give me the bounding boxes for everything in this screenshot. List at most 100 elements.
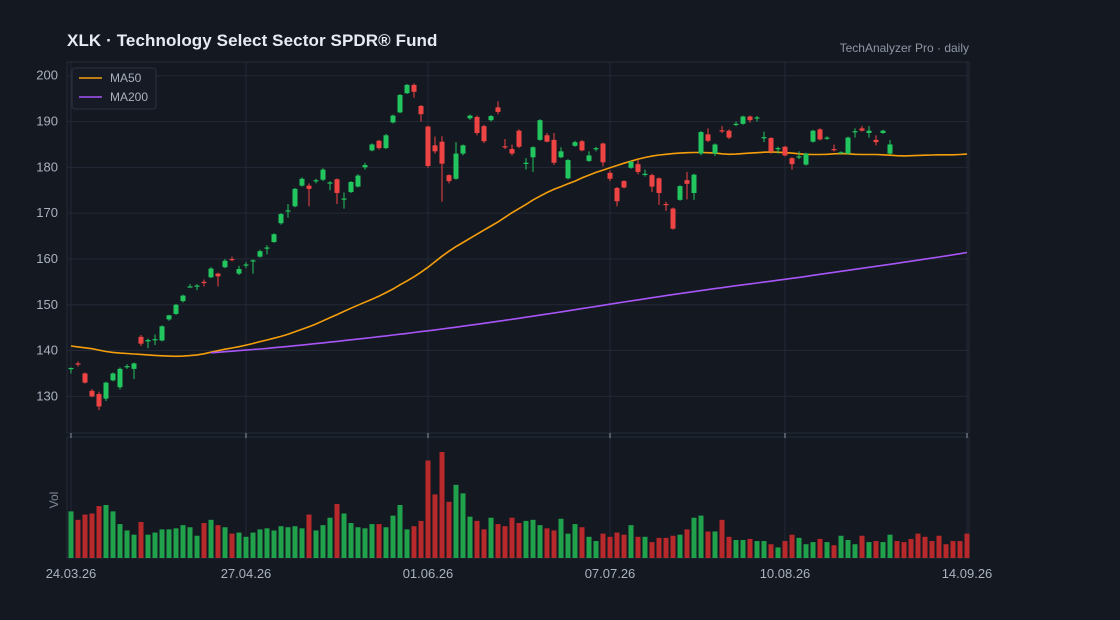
volume-bar (747, 538, 753, 558)
candle-body (460, 145, 466, 154)
volume-bar (89, 513, 95, 558)
volume-bar (481, 529, 487, 558)
volume-bar (82, 514, 88, 558)
volume-bar (117, 524, 123, 558)
candle (719, 126, 725, 133)
volume-bar (362, 528, 368, 558)
candle-body (348, 182, 354, 193)
candle (712, 143, 718, 156)
volume-bar (201, 523, 207, 558)
candle (82, 372, 88, 384)
volume-bar (124, 530, 130, 558)
candle-body (649, 175, 655, 187)
candle (243, 262, 249, 269)
candle (446, 174, 452, 184)
candle (68, 367, 74, 374)
candle (551, 132, 557, 166)
candle-body (75, 363, 81, 365)
volume-bar (740, 539, 746, 558)
volume-bar (460, 493, 466, 558)
candle-body (775, 148, 781, 150)
candle-body (271, 234, 277, 243)
candle-body (705, 134, 711, 141)
y-tick-label: 200 (36, 68, 58, 83)
candle (348, 181, 354, 193)
candle (208, 267, 214, 279)
candle-body (173, 304, 179, 314)
volume-bar (936, 535, 942, 558)
y-tick-label: 170 (36, 205, 58, 220)
candle (313, 178, 319, 184)
volume-bar (544, 528, 550, 558)
volume-bar (159, 529, 165, 558)
candle-body (796, 156, 802, 158)
candle (502, 138, 508, 150)
candle-body (159, 326, 165, 341)
candle-body (635, 164, 641, 172)
candle (96, 391, 102, 411)
candle (635, 160, 641, 175)
volume-bar (327, 517, 333, 558)
candle-body (838, 152, 844, 154)
candle-body (817, 129, 823, 140)
candle (565, 159, 571, 180)
candle (327, 181, 333, 191)
candle (341, 192, 347, 209)
volume-bar (208, 519, 214, 558)
volume-bar (789, 534, 795, 558)
candle (89, 389, 95, 398)
candle-body (103, 382, 109, 399)
candle (467, 114, 473, 120)
volume-bar (131, 534, 137, 558)
volume-bar (915, 533, 921, 558)
volume-bar (642, 536, 648, 558)
candle (145, 338, 151, 349)
candle (236, 265, 242, 275)
candle-body (873, 139, 879, 143)
candle (509, 144, 515, 156)
candle-body (222, 260, 228, 268)
candle-body (523, 162, 529, 164)
volume-bar (180, 525, 186, 558)
candle-body (208, 268, 214, 278)
candle (726, 129, 732, 139)
price-gridlines (67, 62, 969, 433)
volume-bar (516, 523, 522, 558)
volume-bar (194, 535, 200, 558)
candle-body (481, 126, 487, 142)
candle (376, 139, 382, 150)
candle-body (96, 394, 102, 407)
candle-body (194, 285, 200, 287)
candle (334, 178, 340, 204)
volume-bar (628, 525, 634, 558)
candle (299, 177, 305, 187)
volume-bar (523, 520, 529, 558)
volume-bar (957, 541, 963, 558)
candle (614, 187, 620, 207)
candle (194, 284, 200, 291)
volume-bar (775, 547, 781, 558)
candle (173, 303, 179, 315)
candle (383, 133, 389, 150)
candle-body (516, 130, 522, 147)
legend: MA50 MA200 (71, 67, 157, 110)
candle-body (684, 180, 690, 184)
candle-body (824, 137, 830, 139)
candle (859, 126, 865, 132)
candle (278, 213, 284, 225)
volume-bar (761, 541, 767, 558)
candle (425, 125, 431, 168)
candle-body (138, 336, 144, 344)
candle-body (691, 174, 697, 193)
candle (831, 144, 837, 152)
candle-body (229, 258, 235, 261)
volume-bar (887, 534, 893, 558)
candle (397, 94, 403, 114)
candle-body (117, 368, 123, 388)
price-panel-frame (66, 61, 970, 434)
candle-body (376, 140, 382, 149)
volume-bar (600, 533, 606, 558)
volume-bar (299, 528, 305, 558)
candle (75, 361, 81, 367)
